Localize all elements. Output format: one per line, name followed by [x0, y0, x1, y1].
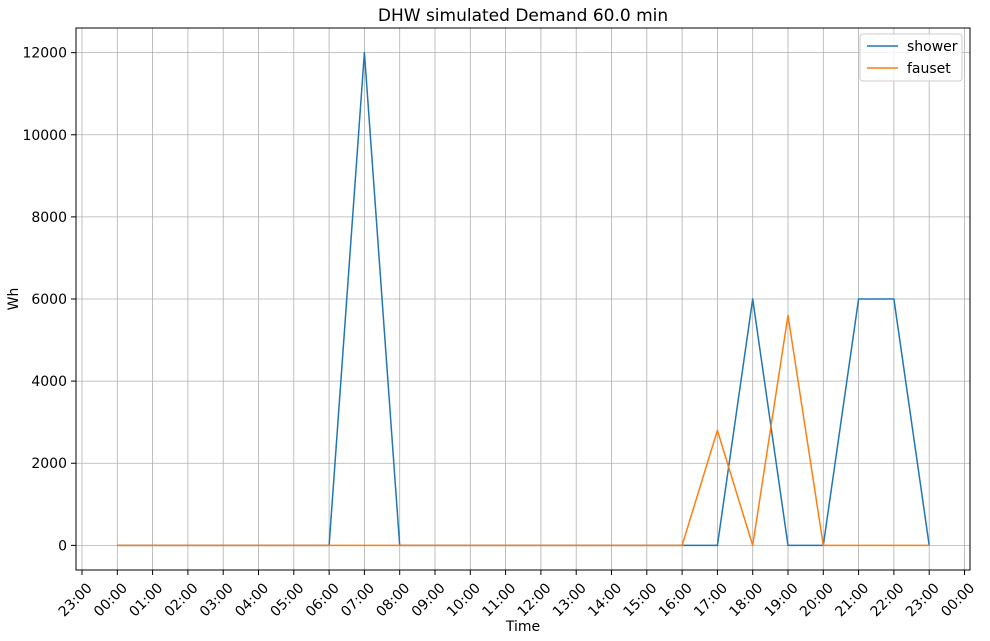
x-axis-label: Time	[505, 619, 540, 635]
series-lines	[117, 51, 930, 547]
legend-label: fauset	[907, 61, 951, 77]
legend-label: shower	[907, 39, 958, 55]
y-axis: 0 2000 4000 6000 8000 10000 12000	[22, 46, 76, 554]
y-tick-label: 0	[58, 538, 67, 554]
y-tick-label: 10000	[22, 128, 67, 144]
y-tick-label: 6000	[31, 292, 67, 308]
y-tick-label: 12000	[22, 46, 67, 62]
y-tick-label: 4000	[31, 374, 67, 390]
chart-title: DHW simulated Demand 60.0 min	[378, 6, 668, 26]
y-tick-label: 8000	[31, 210, 67, 226]
y-axis-label: Wh	[6, 288, 22, 311]
legend: shower fauset	[859, 33, 963, 82]
y-tick-label: 2000	[31, 456, 67, 472]
grid-lines	[76, 28, 970, 570]
series-line-fauset	[117, 314, 930, 547]
